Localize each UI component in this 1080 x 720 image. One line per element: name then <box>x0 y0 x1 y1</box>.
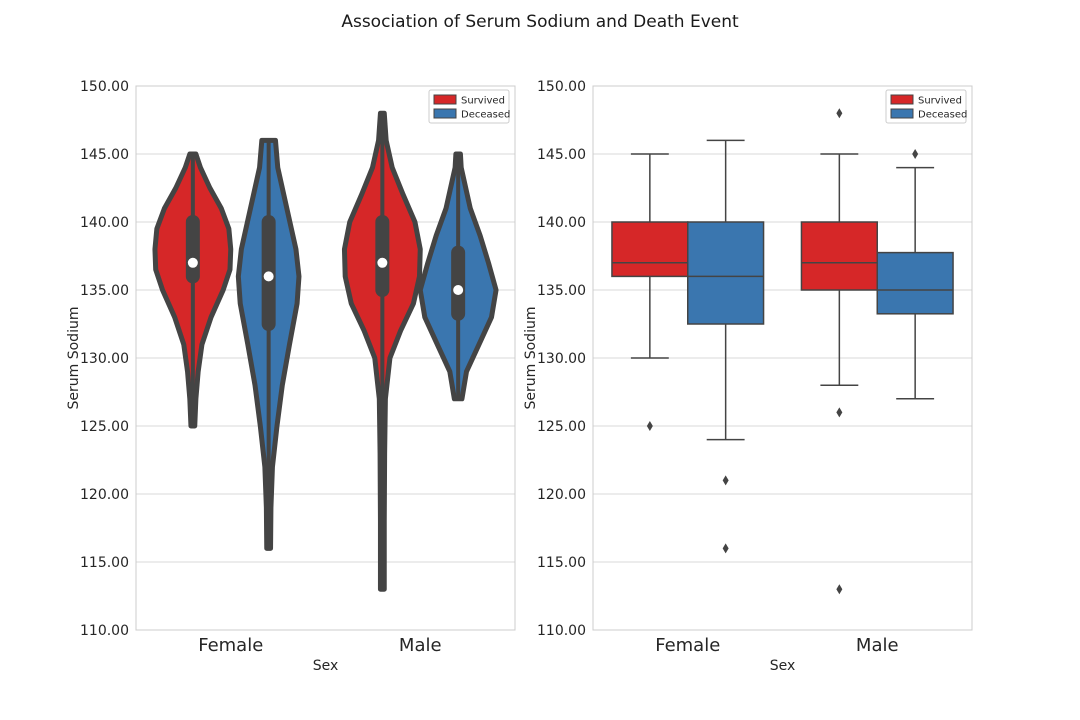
box-outlier-point <box>836 584 843 595</box>
legend-label: Survived <box>461 96 505 107</box>
y-tick-label: 140.00 <box>537 215 586 231</box>
box-outlier-point <box>836 407 843 418</box>
axes-frame <box>135 85 516 631</box>
y-tick-label: 150.00 <box>537 79 586 95</box>
legend-label: Deceased <box>461 110 510 121</box>
legend-swatch <box>890 94 914 105</box>
y-tick-label: 110.00 <box>80 623 129 639</box>
x-tick-label: Male <box>399 635 442 656</box>
legend-swatch <box>433 94 457 105</box>
y-tick-label: 140.00 <box>80 215 129 231</box>
y-tick-label: 120.00 <box>80 487 129 503</box>
y-tick-label: 135.00 <box>80 283 129 299</box>
x-tick-label: Female <box>655 635 720 656</box>
legend-swatch <box>433 108 457 119</box>
box-outlier-point <box>722 543 729 554</box>
box-outlier-point <box>722 475 729 486</box>
box-iqr <box>687 221 765 325</box>
y-tick-label: 120.00 <box>537 487 586 503</box>
y-axis-label: Serum Sodium <box>523 307 539 410</box>
y-tick-label: 130.00 <box>537 351 586 367</box>
y-tick-label: 115.00 <box>537 555 586 571</box>
violin-median-point <box>263 271 274 282</box>
legend-label: Survived <box>918 96 962 107</box>
box-panel: 110.00 115.00 120.00 125.00 130.00 135.00 140.… <box>523 79 973 674</box>
y-tick-label: 125.00 <box>80 419 129 435</box>
violin-median-point <box>187 257 198 268</box>
box-iqr <box>876 251 954 315</box>
violin-median-point <box>377 257 388 268</box>
axes-frame <box>592 85 973 631</box>
box-outlier-point <box>836 108 843 119</box>
y-tick-label: 135.00 <box>537 283 586 299</box>
box-outlier-point <box>646 421 653 431</box>
y-axis-label: Serum Sodium <box>66 307 82 410</box>
box-iqr <box>800 221 879 291</box>
violin-median-point <box>453 285 464 295</box>
y-tick-label: 145.00 <box>80 147 129 163</box>
y-tick-label: 125.00 <box>537 419 586 435</box>
violin-panel: 110.00 115.00 120.00 125.00 130.00 135.00 140.… <box>66 79 516 674</box>
legend-swatch <box>890 108 914 119</box>
legend-label: Deceased <box>918 110 967 121</box>
box-outlier-point <box>912 149 919 159</box>
x-axis-label: Sex <box>770 658 796 674</box>
x-tick-label: Female <box>198 635 263 656</box>
y-tick-label: 145.00 <box>537 147 586 163</box>
y-tick-label: 150.00 <box>80 79 129 95</box>
y-tick-label: 115.00 <box>80 555 129 571</box>
x-tick-label: Male <box>856 635 899 656</box>
figure-title: Association of Serum Sodium and Death Ev… <box>341 12 739 32</box>
y-tick-label: 130.00 <box>80 351 129 367</box>
box-iqr <box>611 221 689 278</box>
x-axis-label: Sex <box>313 658 339 674</box>
y-tick-label: 110.00 <box>537 623 586 639</box>
